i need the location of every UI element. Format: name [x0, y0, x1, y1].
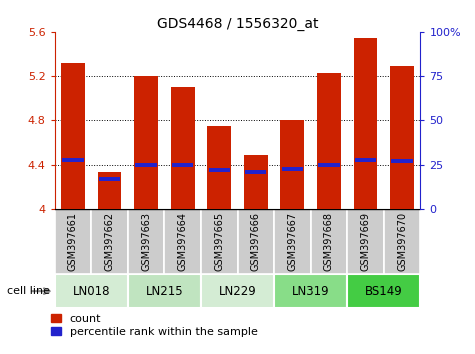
Text: GSM397665: GSM397665 [214, 212, 224, 271]
Bar [390, 66, 414, 209]
Text: GSM397661: GSM397661 [68, 212, 78, 271]
Bar [317, 73, 341, 209]
Bar [128, 274, 201, 308]
Legend: count, percentile rank within the sample: count, percentile rank within the sample [51, 314, 257, 337]
Bar [55, 209, 91, 274]
Bar [209, 168, 230, 172]
Bar [135, 162, 157, 166]
Bar [280, 120, 304, 209]
Bar [347, 274, 420, 308]
Bar [171, 87, 195, 209]
Bar [391, 159, 413, 163]
Bar [318, 162, 340, 166]
Bar [311, 209, 347, 274]
Bar [274, 209, 311, 274]
Text: GSM397663: GSM397663 [141, 212, 151, 271]
Bar [55, 274, 128, 308]
Bar [384, 209, 420, 274]
Bar [91, 209, 128, 274]
Bar [245, 170, 266, 174]
Bar [61, 63, 85, 209]
Text: LN215: LN215 [145, 285, 183, 298]
Text: GSM397667: GSM397667 [287, 212, 297, 271]
Bar [207, 126, 231, 209]
Bar [201, 209, 238, 274]
Text: cell line: cell line [7, 286, 50, 296]
Text: BS149: BS149 [365, 285, 403, 298]
Text: GSM397668: GSM397668 [324, 212, 334, 271]
Bar [238, 209, 274, 274]
Text: GSM397662: GSM397662 [104, 212, 114, 271]
Bar [128, 209, 164, 274]
Bar [164, 209, 201, 274]
Bar [97, 172, 122, 209]
Text: GSM397664: GSM397664 [178, 212, 188, 271]
Text: LN018: LN018 [73, 285, 110, 298]
Text: GSM397669: GSM397669 [361, 212, 370, 271]
Bar [353, 39, 378, 209]
Text: GSM397666: GSM397666 [251, 212, 261, 271]
Text: LN319: LN319 [292, 285, 330, 298]
Bar [355, 158, 376, 162]
Text: LN229: LN229 [218, 285, 256, 298]
Bar [274, 274, 347, 308]
Text: GSM397670: GSM397670 [397, 212, 407, 271]
Bar [244, 155, 268, 209]
Bar [99, 177, 120, 181]
Title: GDS4468 / 1556320_at: GDS4468 / 1556320_at [157, 17, 318, 31]
Bar [62, 158, 84, 162]
Bar [134, 76, 158, 209]
Bar [201, 274, 274, 308]
Bar [347, 209, 384, 274]
Bar [172, 162, 193, 166]
Bar [282, 167, 303, 171]
